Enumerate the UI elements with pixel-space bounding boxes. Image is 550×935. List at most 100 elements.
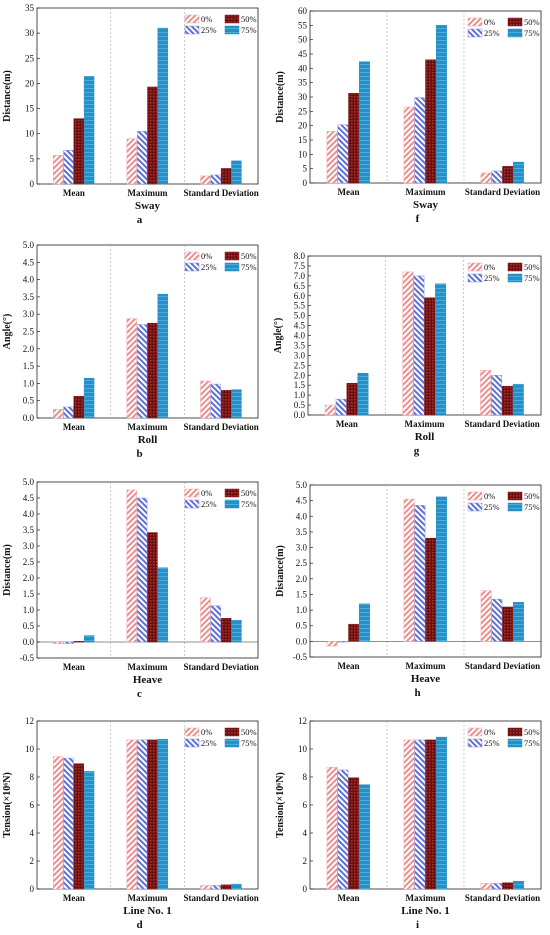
legend: 0%25% 50%75% [184, 488, 257, 509]
x-tick-label: Maximum [406, 661, 446, 671]
bar-0pct-maximum [403, 739, 415, 890]
chart-b: 0.0 0.5 1.0 1.5 2.0 2.5 3.0 3.5 4.0 4.5 5.0 Mean Max… [2, 240, 259, 460]
y-tick-label: 6.0 [294, 291, 306, 301]
panel-label: a [137, 214, 143, 226]
y-tick-label: 10 [298, 149, 308, 159]
legend-label: 0% [484, 17, 495, 27]
y-tick-label: 2.5 [296, 558, 308, 568]
y-tick-label: 4 [303, 828, 308, 838]
y-tick-label: 3.0 [296, 543, 308, 553]
legend-label: 50% [241, 14, 257, 24]
legend-label: 0% [201, 727, 212, 737]
y-tick-label: 4.5 [23, 493, 35, 503]
y-axis-label: Angle(°) [2, 314, 13, 350]
panel-label: i [416, 919, 419, 931]
legend-swatch [467, 262, 483, 272]
bar-50pct-maximum [147, 739, 158, 890]
chart-h: -0.5 0.0 0.5 1.0 1.5 2.0 2.5 3.0 3.5 4.0 4.5 5.0 Mea… [275, 480, 542, 699]
bar-0pct-maximum [126, 739, 138, 890]
legend-label: 50% [524, 17, 540, 27]
y-axis-label: Distance(m) [2, 544, 13, 596]
bar-25pct-mean [335, 398, 347, 416]
bar-25pct-maximum [414, 739, 426, 890]
y-tick-label: 0.5 [23, 396, 35, 406]
legend: 0%25% 50%75% [184, 14, 257, 35]
bar-50pct-mean [73, 118, 84, 185]
bar-50pct-mean [348, 623, 360, 642]
panel-label: f [416, 213, 420, 225]
bar-75pct-standard-deviation [513, 602, 524, 642]
legend-label: 0% [201, 251, 212, 261]
bar-25pct-mean [63, 406, 74, 419]
y-tick-label: 20 [298, 121, 308, 131]
bar-25pct-standard-deviation [210, 174, 222, 185]
x-axis-label: Sway [135, 200, 161, 212]
legend-label: 25% [201, 499, 217, 509]
bar-75pct-mean [83, 635, 95, 643]
y-tick-label: 0 [30, 179, 35, 189]
x-tick-label: Mean [338, 187, 360, 197]
y-tick-label: 4.0 [23, 509, 35, 519]
legend-label: 75% [241, 738, 257, 748]
bar-75pct-maximum [436, 25, 447, 184]
y-tick-label: -0.5 [20, 653, 35, 663]
bar-25pct-mean [337, 124, 349, 184]
x-tick-label: Standard Deviation [465, 661, 540, 671]
legend-swatch [507, 502, 523, 512]
y-tick-label: 4.5 [294, 321, 306, 331]
legend-label: 50% [241, 251, 257, 261]
bar-50pct-mean [348, 93, 360, 184]
bar-50pct-maximum [147, 86, 158, 185]
bar-75pct-standard-deviation [513, 881, 524, 890]
y-tick-label: 7.0 [294, 271, 306, 281]
y-tick-label: 25 [25, 53, 35, 63]
legend-label: 75% [241, 262, 257, 272]
bar-75pct-maximum [436, 736, 447, 890]
panel-label: c [137, 688, 142, 700]
y-tick-label: 5.0 [23, 477, 35, 487]
bar-50pct-maximum [425, 739, 437, 890]
x-axis-label: Line No. 1 [123, 905, 172, 917]
bar-75pct-mean [359, 603, 370, 642]
bar-50pct-maximum [147, 532, 158, 643]
bar-25pct-maximum [136, 130, 148, 185]
x-tick-label: Standard Deviation [184, 662, 259, 672]
bar-50pct-mean [73, 763, 84, 890]
legend-swatch [467, 738, 483, 748]
legend-swatch [184, 499, 200, 509]
y-tick-label: 1.0 [294, 390, 306, 400]
legend-label: 25% [484, 28, 500, 38]
y-tick-label: 1.0 [23, 378, 35, 388]
y-tick-label: 5.0 [294, 311, 306, 321]
bar-75pct-mean [357, 373, 369, 416]
bar-25pct-maximum [414, 97, 426, 184]
x-axis-label: Roll [138, 434, 158, 446]
y-tick-label: 4.0 [296, 511, 308, 521]
y-tick-label: 4.0 [23, 275, 35, 285]
legend-swatch [507, 273, 523, 283]
legend-label: 75% [524, 273, 540, 283]
legend-label: 75% [524, 738, 540, 748]
bar-50pct-maximum [424, 297, 436, 416]
y-tick-label: 35 [25, 3, 35, 13]
y-tick-label: 8.0 [294, 251, 306, 261]
x-axis-label: Roll [415, 431, 435, 443]
bar-25pct-maximum [136, 497, 148, 643]
legend-label: 0% [484, 262, 495, 272]
bar-0pct-mean [326, 131, 338, 184]
x-tick-label: Maximum [128, 422, 168, 432]
legend-swatch [467, 28, 483, 38]
panel-label: d [136, 919, 142, 931]
y-tick-label: 8 [30, 772, 35, 782]
bar-25pct-standard-deviation [491, 170, 503, 184]
y-axis-label: Angle(°) [273, 318, 284, 354]
bar-0pct-mean [326, 766, 338, 890]
x-tick-label: Standard Deviation [465, 187, 540, 197]
y-tick-label: 1.5 [23, 361, 35, 371]
legend-label: 0% [484, 727, 495, 737]
x-axis-label: Sway [413, 199, 439, 211]
x-tick-label: Mean [338, 661, 360, 671]
y-tick-label: 4.0 [294, 331, 306, 341]
y-tick-label: 0.5 [296, 621, 308, 631]
